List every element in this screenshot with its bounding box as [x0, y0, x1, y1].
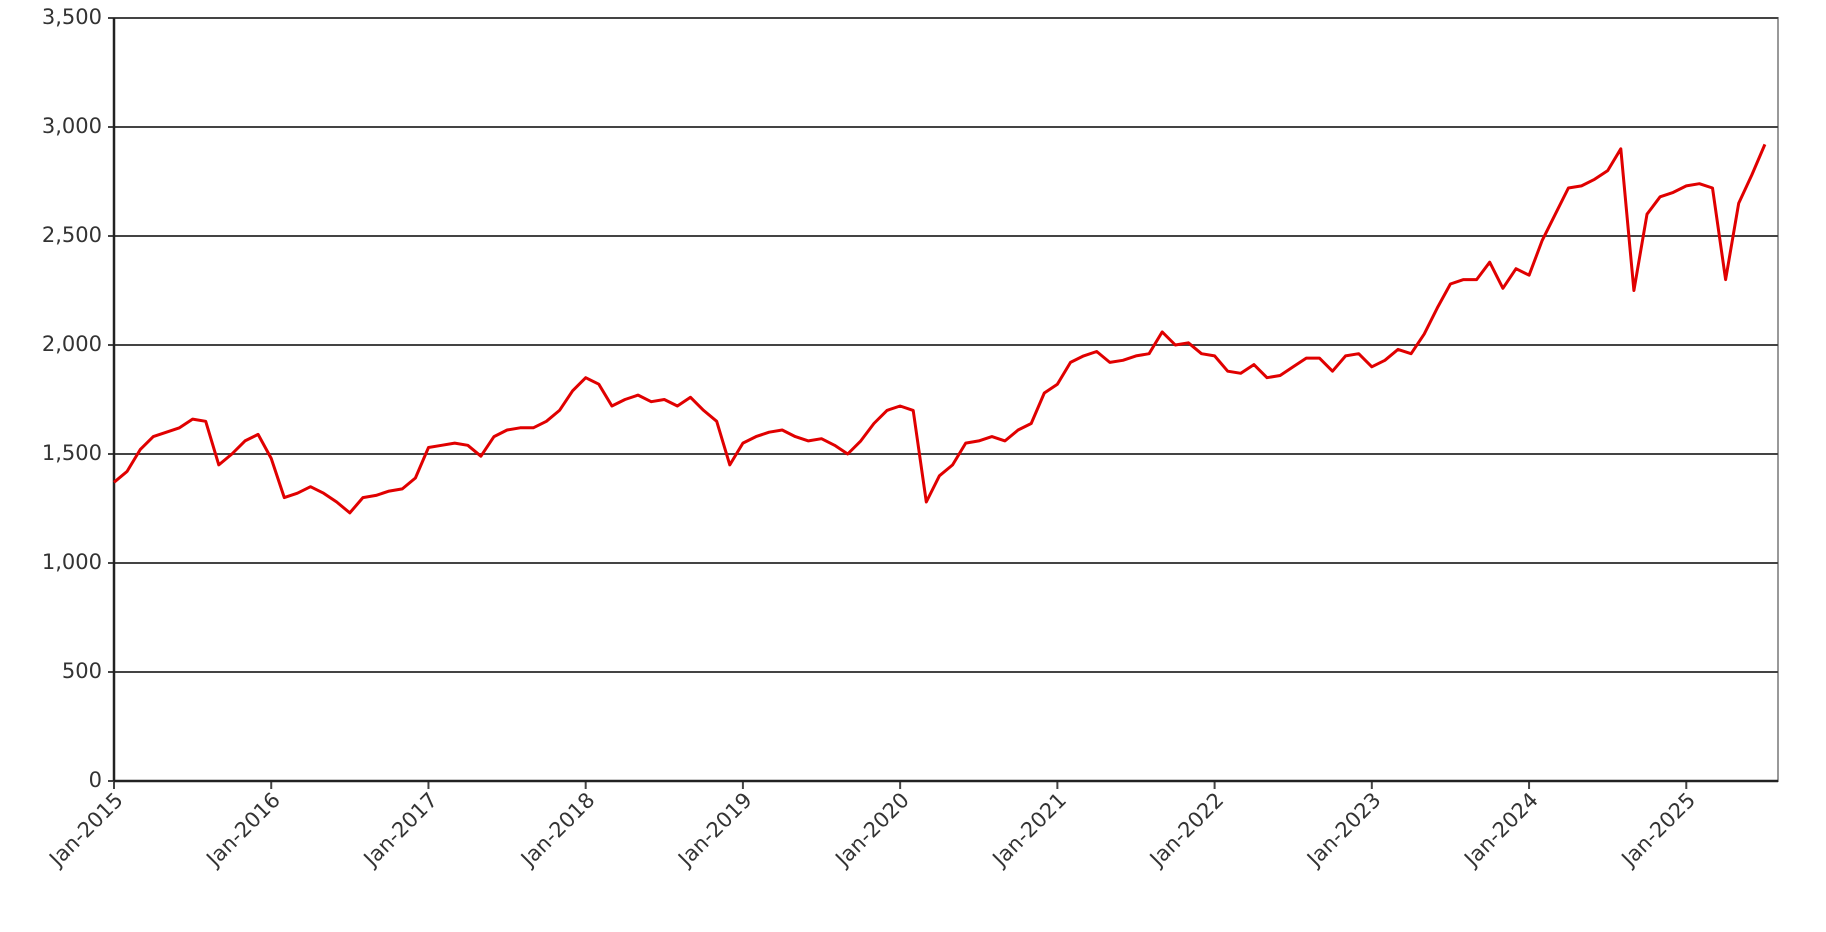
x-tick-label: Jan-2022	[1144, 788, 1228, 872]
y-tick-label: 1,000	[42, 550, 102, 574]
x-tick-label: Jan-2023	[1301, 788, 1385, 872]
x-tick-label: Jan-2018	[515, 788, 599, 872]
y-tick-label: 0	[89, 768, 102, 792]
data-line	[113, 143, 1767, 515]
x-tick-label: Jan-2016	[201, 788, 285, 872]
y-tick-label: 2,000	[42, 332, 102, 356]
x-tick-label: Jan-2021	[987, 788, 1071, 872]
y-tick-label: 3,500	[42, 5, 102, 29]
y-tick-label: 2,500	[42, 223, 102, 247]
x-tick-label: Jan-2025	[1616, 788, 1700, 872]
y-tick-label: 1,500	[42, 441, 102, 465]
x-tick-label: Jan-2017	[358, 788, 442, 872]
plot-frame	[113, 17, 1779, 782]
y-tick-label: 500	[62, 659, 102, 683]
y-tick-label: 3,000	[42, 114, 102, 138]
x-tick-label: Jan-2024	[1458, 788, 1542, 872]
x-tick-label: Jan-2020	[829, 788, 913, 872]
x-tick-label: Jan-2019	[672, 788, 756, 872]
x-tick-label: Jan-2015	[43, 788, 127, 872]
